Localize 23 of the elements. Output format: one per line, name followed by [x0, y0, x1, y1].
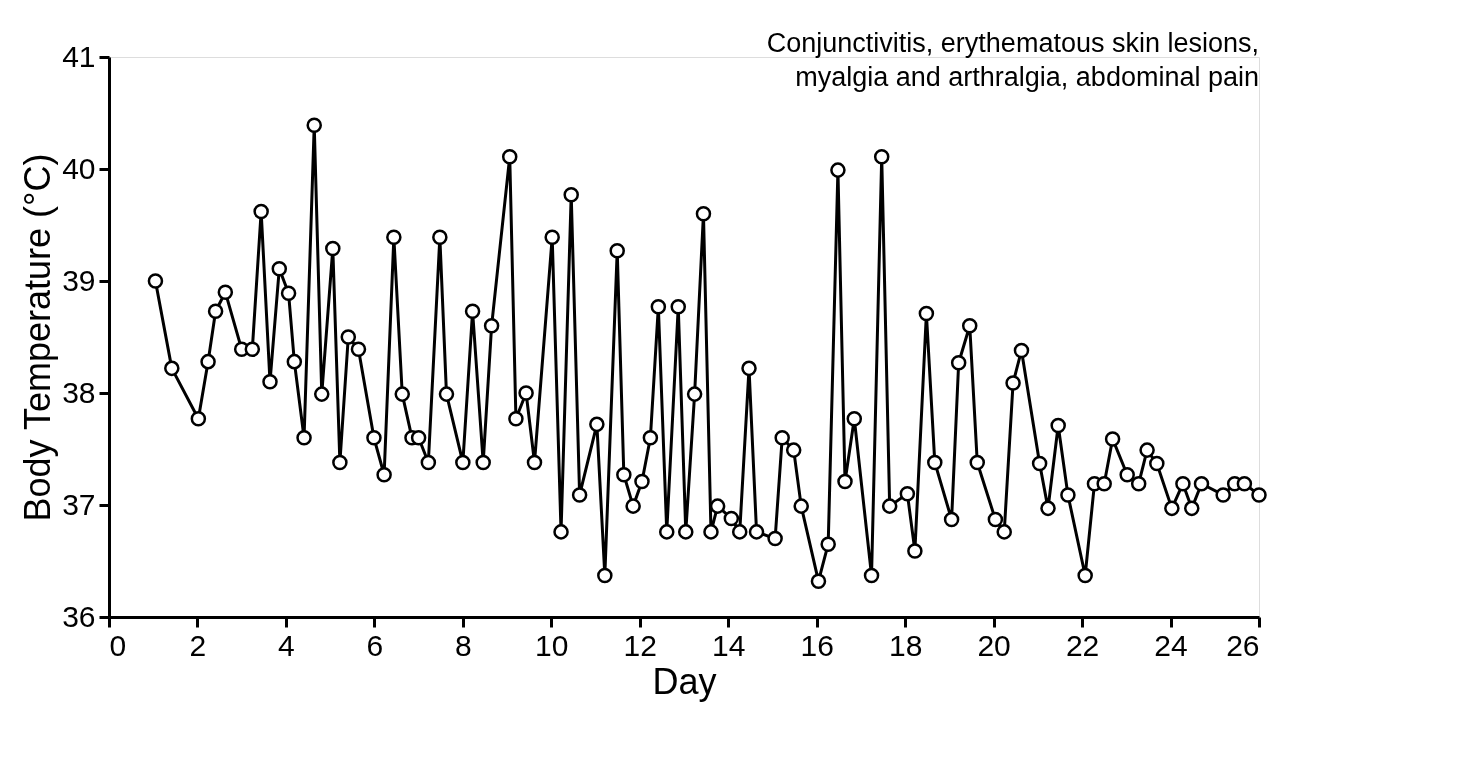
x-tick-label: 12: [623, 628, 657, 662]
x-tick-label: 18: [888, 628, 923, 662]
annotation: Conjunctivitis, erythematous skin lesions, myalgia and arthralgia, abdominal pain: [766, 28, 1259, 92]
x-tick-label: 24: [1154, 628, 1188, 662]
y-tick-label: 36: [62, 599, 96, 633]
x-tick-label: 0: [109, 628, 127, 662]
x-tick-label: 10: [535, 628, 569, 662]
x-tick-label: 16: [800, 628, 834, 662]
x-axis-title: Day: [652, 660, 717, 702]
y-tick-label: 38: [62, 375, 96, 409]
x-tick-label: 20: [977, 628, 1011, 662]
y-tick-label: 39: [62, 263, 96, 297]
x-tick-label: 2: [189, 628, 207, 662]
x-tick-label: 4: [278, 628, 295, 662]
y-tick-label: 40: [62, 151, 96, 185]
y-axis-title: Body Temperature (°C): [17, 153, 59, 522]
x-tick-label: 14: [712, 628, 746, 662]
x-tick-label: 8: [455, 628, 472, 662]
x-tick-label: 26: [1226, 628, 1260, 662]
x-tick-label: 22: [1065, 628, 1100, 662]
y-tick-label: 37: [62, 487, 96, 521]
x-tick-label: 6: [366, 628, 384, 662]
y-tick-label: 41: [62, 39, 96, 73]
